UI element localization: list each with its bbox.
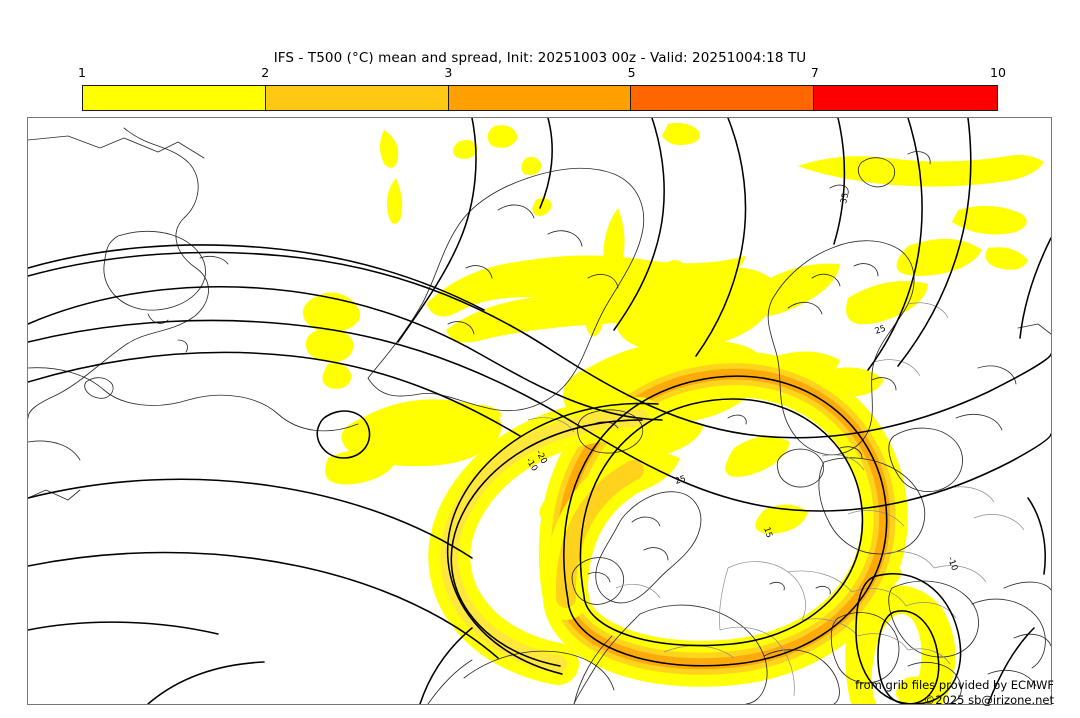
contour-label: 25 [874, 324, 888, 337]
colorbar-segment [265, 86, 449, 110]
contour-layer [28, 118, 1051, 704]
colorbar-tick: 2 [261, 65, 270, 80]
colorbar-tick: 5 [627, 65, 636, 80]
border-layer [527, 302, 1025, 697]
contour-label: 35 [839, 192, 851, 205]
colorbar-segment [83, 86, 266, 110]
colorbar-segment [631, 86, 815, 110]
map-canvas: 35 25 25 15 -20 -10 -10 [28, 118, 1051, 704]
contour-label: -10 [945, 556, 959, 572]
colorbar-tick: 3 [444, 65, 453, 80]
figure-title: IFS - T500 (°C) mean and spread, Init: 2… [273, 50, 807, 66]
map-panel[interactable]: 35 25 25 15 -20 -10 -10 [27, 117, 1052, 705]
contour-label: 25 [674, 474, 687, 487]
spread-shading-layer [302, 122, 1044, 704]
colorbar-segment [448, 86, 632, 110]
colorbar-gradient [82, 85, 998, 111]
coastline-layer [28, 127, 1051, 704]
colorbar-segment [814, 86, 997, 110]
colorbar: 1 2 3 5 7 10 [78, 65, 1006, 111]
colorbar-tick: 7 [810, 65, 819, 80]
contour-label: 15 [761, 526, 774, 539]
colorbar-tick: 1 [78, 65, 86, 80]
colorbar-tick: 10 [990, 65, 1006, 80]
